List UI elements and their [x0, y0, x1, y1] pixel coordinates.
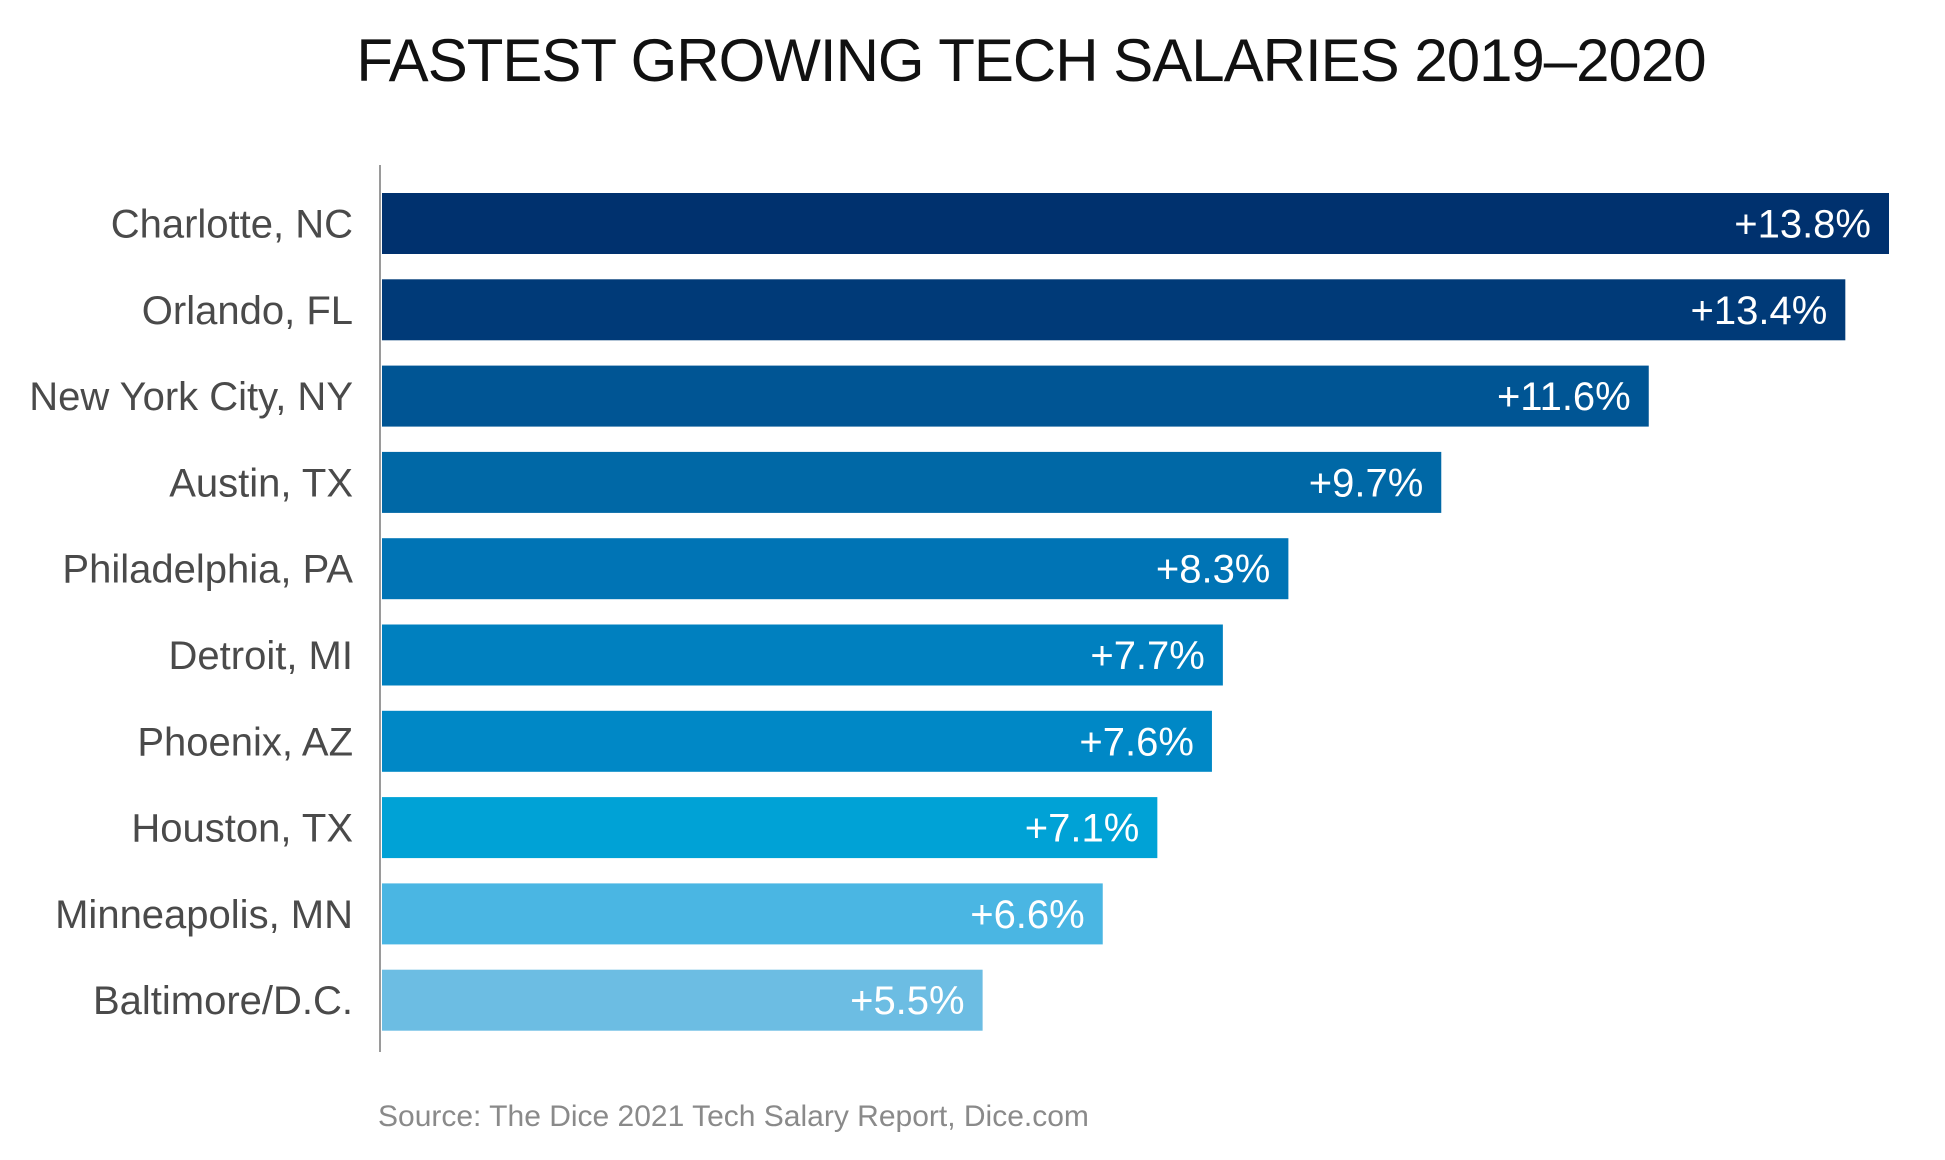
value-label: +9.7%	[1309, 461, 1424, 505]
bar	[382, 193, 1889, 254]
value-label: +13.4%	[1691, 289, 1828, 333]
category-label: Orlando, FL	[142, 289, 353, 333]
bar	[382, 365, 1649, 427]
bar	[382, 710, 1212, 772]
value-label: +5.5%	[850, 979, 965, 1023]
category-labels: Charlotte, NC Orlando, FL New York City, N…	[29, 203, 353, 1024]
bar	[382, 797, 1158, 859]
category-label: Phoenix, AZ	[137, 720, 353, 764]
value-label: +7.7%	[1090, 634, 1205, 678]
category-label: Austin, TX	[169, 461, 353, 505]
value-label: +11.6%	[1497, 375, 1631, 419]
category-label: Charlotte, NC	[111, 203, 353, 247]
bar	[382, 538, 1289, 600]
bar	[382, 883, 1103, 945]
bar	[382, 624, 1223, 686]
category-label: Minneapolis, MN	[55, 893, 353, 937]
bar	[382, 969, 983, 1031]
value-label: +6.6%	[970, 893, 1085, 937]
value-label: +13.8%	[1734, 203, 1871, 247]
category-label: Detroit, MI	[169, 634, 353, 678]
value-labels: +13.8% +13.4% +11.6% +9.7% +8.3% +7.7% +7.6% +7…	[850, 203, 1871, 1024]
value-label: +8.3%	[1156, 548, 1271, 592]
bar	[382, 279, 1846, 341]
category-label: Baltimore/D.C.	[93, 979, 353, 1023]
source-note: Source: The Dice 2021 Tech Salary Report…	[378, 1100, 1089, 1133]
value-label: +7.6%	[1079, 720, 1194, 764]
value-label: +7.1%	[1025, 807, 1140, 851]
chart-title: FASTEST GROWING TECH SALARIES 2019–2020	[356, 27, 1705, 94]
bar	[382, 451, 1442, 513]
category-label: Philadelphia, PA	[62, 548, 353, 592]
bars-layer	[382, 193, 1889, 1031]
category-label: Houston, TX	[131, 807, 353, 851]
category-label: New York City, NY	[29, 375, 353, 419]
